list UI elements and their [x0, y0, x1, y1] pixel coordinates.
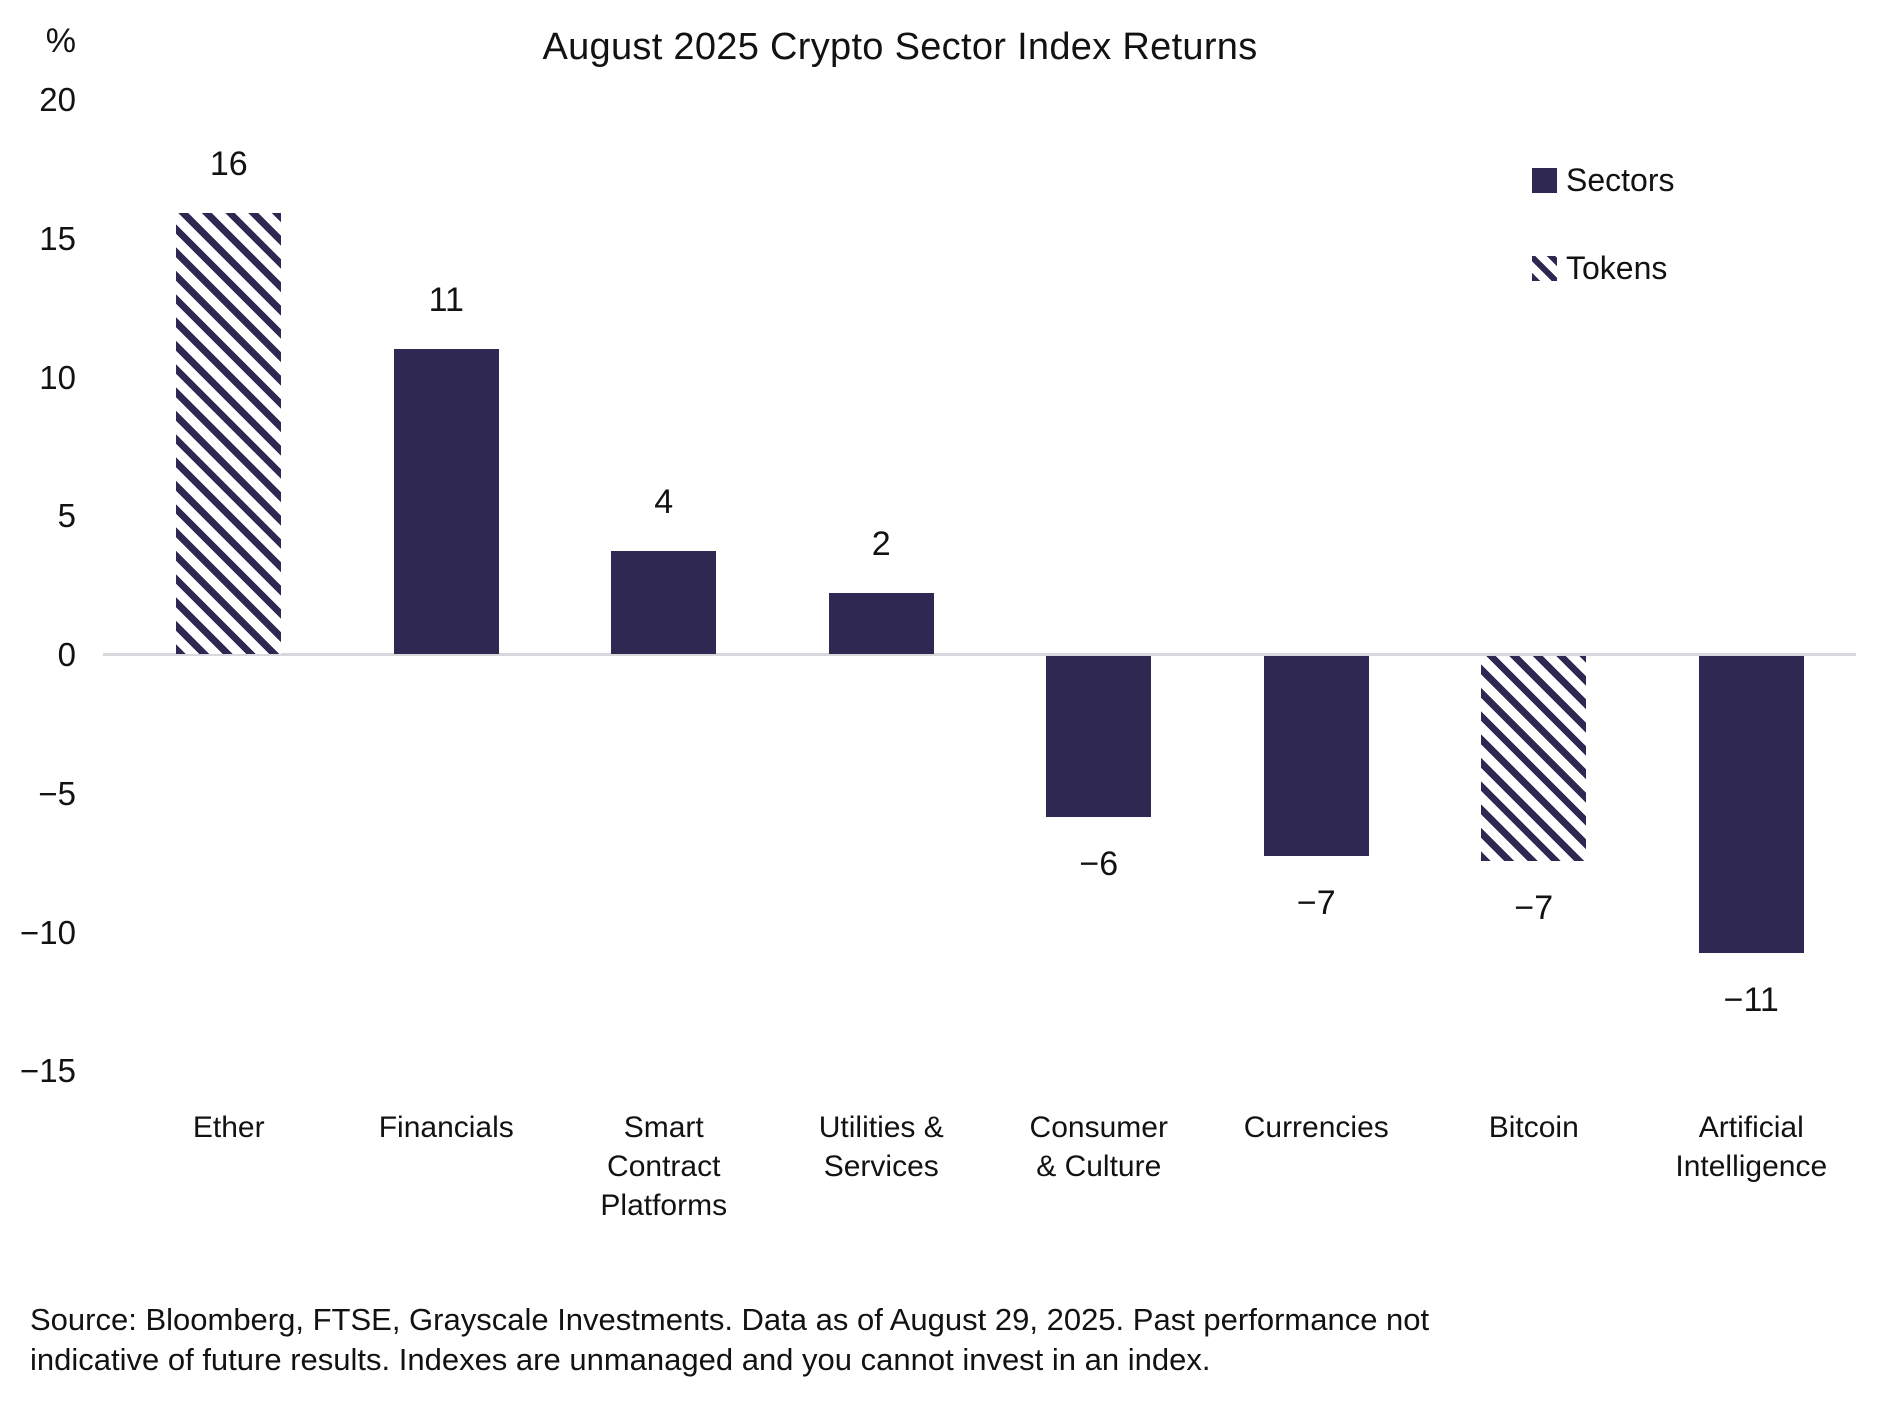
legend-item-sectors: Sectors [1532, 158, 1674, 202]
x-axis-label-ether: Ether [109, 1108, 349, 1147]
bar-value-label: 2 [871, 524, 891, 563]
y-axis-tick-label: 20 [39, 81, 76, 118]
zero-baseline [103, 653, 1856, 656]
x-axis-label-line: Platforms [600, 1189, 728, 1222]
x-axis-label-line: Financials [378, 1111, 514, 1144]
bar-financials [393, 348, 499, 654]
bar-value-label: 11 [428, 280, 464, 319]
x-axis-label-line: Services [823, 1150, 939, 1183]
y-axis-tick-label: 15 [39, 219, 76, 257]
x-axis-label-currencies: Currencies [1196, 1108, 1436, 1147]
y-axis-tick-label: −10 [20, 913, 76, 951]
x-axis-label-financials: Financials [326, 1108, 566, 1147]
source-note-line: indicative of future results. Indexes ar… [30, 1342, 1211, 1377]
x-axis-label-utilities-services: Utilities & Services [761, 1108, 1001, 1186]
bar-ether [176, 212, 282, 654]
x-axis-label-smart-contract-platforms: Smart Contract Platforms [544, 1108, 784, 1225]
chart-title: August 2025 Crypto Sector Index Returns [542, 26, 1258, 68]
legend-item-tokens: Tokens [1532, 246, 1674, 290]
bar-value-label: 4 [654, 483, 674, 522]
x-axis-label-line: Intelligence [1675, 1150, 1828, 1183]
bar-value-label: −7 [1296, 883, 1336, 922]
bar-artificial-intelligence [1698, 656, 1804, 953]
y-axis-unit-label: % [45, 22, 76, 60]
y-axis-tick-label: 0 [57, 636, 76, 673]
x-axis-label-line: Bitcoin [1488, 1111, 1579, 1144]
source-note: Source: Bloomberg, FTSE, Grayscale Inves… [30, 1300, 1830, 1380]
x-axis-label-bitcoin: Bitcoin [1414, 1108, 1654, 1147]
bar-value-label: 16 [209, 144, 248, 183]
x-axis-label-line: Contract [607, 1150, 721, 1183]
bar-bitcoin [1481, 656, 1587, 862]
legend: Sectors Tokens [1532, 158, 1674, 334]
legend-label: Tokens [1566, 249, 1668, 286]
bar-consumer-culture [1046, 656, 1152, 817]
legend-label: Sectors [1566, 161, 1675, 198]
x-axis-label-line: Utilities & [818, 1111, 944, 1144]
bar-currencies [1263, 656, 1369, 856]
x-axis-label-line: Smart [623, 1111, 704, 1144]
x-axis-label-line: Artificial [1698, 1111, 1804, 1144]
sectors-swatch-icon [1532, 167, 1557, 193]
bar-smart-contract-platforms [611, 551, 717, 654]
bar-value-label: −11 [1723, 980, 1779, 1019]
x-axis-label-line: Currencies [1243, 1111, 1389, 1144]
y-axis-tick-label: −15 [20, 1052, 76, 1090]
x-axis-label-line: & Culture [1036, 1150, 1162, 1183]
bar-utilities-services [828, 592, 934, 654]
bar-value-label: −7 [1514, 889, 1554, 928]
x-axis-label-line: Consumer [1029, 1111, 1168, 1144]
tokens-swatch-icon [1532, 255, 1557, 281]
x-axis-label-artificial-intelligence: Artificial Intelligence [1631, 1108, 1871, 1186]
y-axis-tick-label: 10 [39, 358, 76, 396]
source-note-line: Source: Bloomberg, FTSE, Grayscale Inves… [30, 1302, 1430, 1337]
y-axis-tick-label: −5 [38, 774, 76, 812]
x-axis-label-line: Ether [192, 1111, 265, 1144]
y-axis-tick-label: 5 [57, 497, 76, 535]
bar-value-label: −6 [1079, 844, 1119, 883]
x-axis-label-consumer-culture: Consumer & Culture [979, 1108, 1219, 1186]
